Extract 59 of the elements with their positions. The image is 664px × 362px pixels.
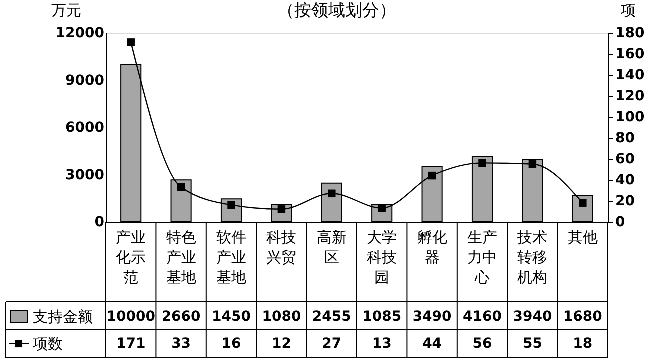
y-axis-title: 万元 (52, 2, 82, 20)
x-tick-label: 孵化器 (417, 228, 448, 266)
x-tick-label: 产业化示范 (116, 228, 146, 286)
legend-label: 项数 (33, 335, 63, 353)
chart-title: （按领域划分） (278, 1, 396, 21)
data-label: 10000 (106, 309, 156, 325)
y2-tick-label: 0 (616, 214, 626, 230)
y2-axis-title: 项 (621, 2, 636, 20)
x-tick-label: 特色产业基地 (166, 228, 196, 286)
point (579, 199, 587, 207)
data-label: 3940 (513, 309, 552, 325)
data-label: 4160 (463, 309, 502, 325)
data-label: 1680 (563, 309, 603, 325)
y-tick-label: 12000 (56, 26, 105, 42)
y2-tick-label: 80 (616, 130, 636, 146)
data-label: 33 (172, 336, 192, 352)
data-label: 171 (116, 336, 146, 352)
y-tick-label: 0 (94, 214, 105, 230)
point (328, 190, 336, 198)
data-label: 13 (372, 336, 392, 352)
x-tick-label: 软件产业基地 (216, 228, 246, 286)
x-tick-label: 科技兴贸 (266, 228, 297, 266)
y2-tick-label: 40 (616, 172, 636, 188)
y2-tick-label: 120 (616, 88, 645, 104)
data-label: 55 (522, 336, 542, 352)
data-label: 3490 (412, 309, 452, 325)
point (378, 204, 386, 212)
y2-tick-label: 60 (616, 152, 636, 168)
data-label: 12 (272, 336, 292, 352)
legend-label: 支持金额 (33, 308, 93, 326)
point (127, 38, 135, 46)
x-tick-label: 生产力中心 (468, 228, 498, 286)
x-tick-label: 大学科技园 (367, 228, 398, 286)
y2-tick-label: 140 (616, 68, 645, 84)
y-tick-label: 3000 (66, 167, 105, 184)
data-label: 16 (222, 336, 242, 352)
y2-tick-label: 100 (616, 110, 645, 126)
data-label: 1080 (262, 309, 302, 325)
x-tick-label: 技术转移机构 (516, 228, 548, 286)
data-label: 1085 (362, 309, 402, 325)
point (428, 172, 436, 180)
x-tick-label: 高新区 (316, 228, 347, 266)
data-label: 44 (422, 336, 442, 352)
point (177, 183, 186, 192)
x-tick-label: 其他 (568, 228, 598, 246)
point (478, 159, 486, 168)
point (228, 201, 236, 210)
point (528, 160, 537, 168)
data-label: 18 (573, 336, 593, 352)
data-label: 27 (322, 336, 342, 352)
data-label: 2455 (312, 309, 352, 325)
y-tick-label: 6000 (66, 120, 105, 136)
y2-tick-label: 20 (616, 194, 636, 210)
y2-tick-label: 160 (616, 46, 645, 62)
data-label: 56 (472, 336, 492, 352)
data-label: 1450 (212, 309, 252, 325)
y2-tick-label: 180 (616, 26, 645, 42)
y-tick-label: 9000 (66, 72, 105, 89)
data-label: 2660 (162, 309, 202, 325)
